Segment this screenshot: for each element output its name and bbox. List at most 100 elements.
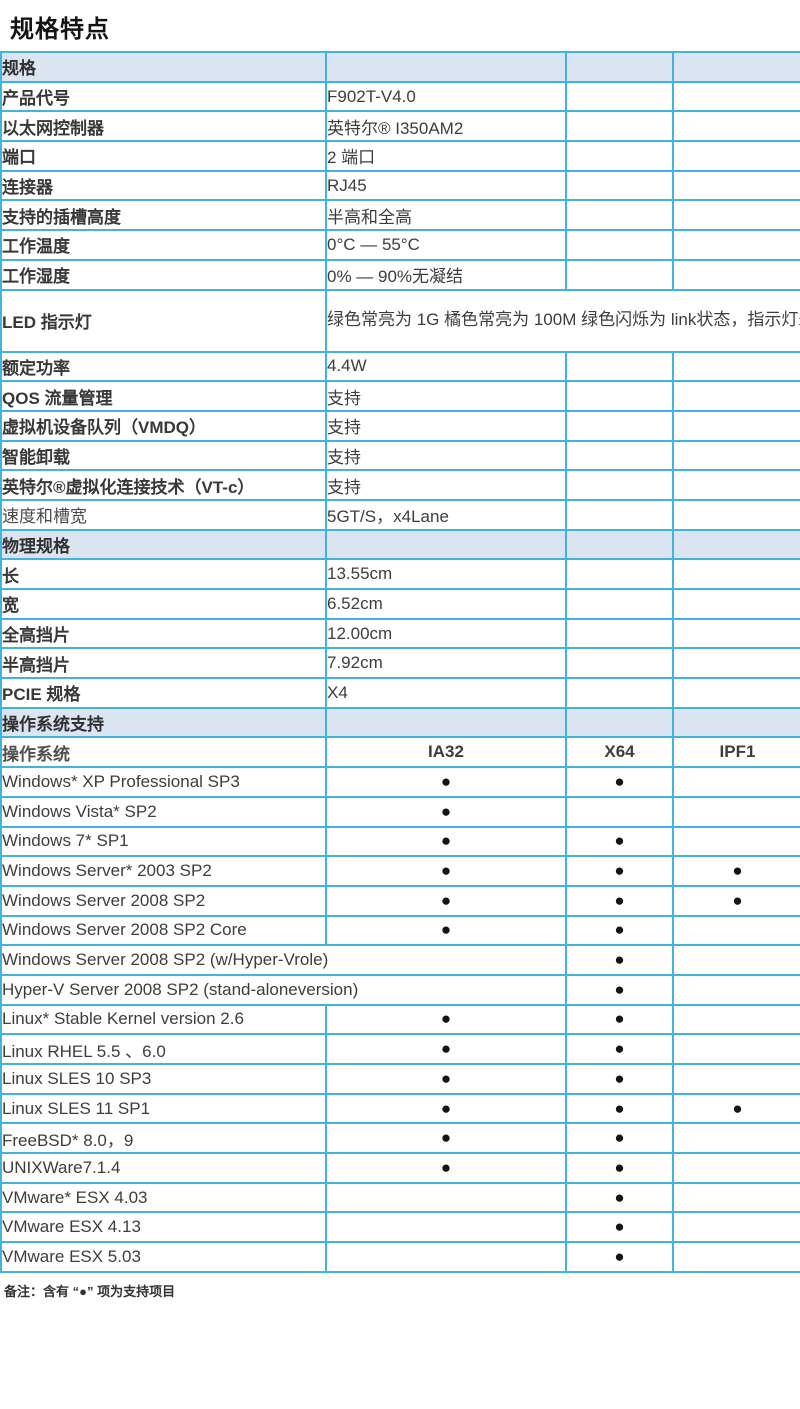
os-name-cell: Hyper-V Server 2008 SP2 (stand-alonevers… (0, 973, 567, 1006)
spec-value-cell: 支持 (325, 469, 567, 501)
os-support-cell: ● (565, 1092, 674, 1125)
os-name-cell: Linux RHEL 5.5 、6.0 (0, 1033, 327, 1065)
os-support-cell: ● (565, 1033, 674, 1065)
empty-cell (565, 617, 674, 650)
spec-label-cell: 端口 (0, 140, 327, 172)
os-support-cell (672, 1241, 800, 1273)
section-title-cell: 物理规格 (0, 528, 327, 561)
footer-note: 备注：含有 “●” 项为支持项目 (4, 1283, 176, 1299)
spec-row: 产品代号 F902T-V4.0 (0, 80, 800, 113)
os-support-cell: ● (565, 1241, 674, 1273)
os-support-cell: ● (565, 1063, 674, 1095)
arch-column-header: X64 (565, 736, 674, 769)
spec-label-cell: 速度和槽宽 (0, 498, 327, 531)
os-row: Windows Server* 2003 SP2 ● ● ● (0, 855, 800, 887)
os-support-cell: ● (325, 795, 567, 828)
os-support-cell: ● (325, 825, 567, 858)
spec-row: 额定功率 4.4W (0, 350, 800, 383)
spec-row: 全高挡片 12.00cm (0, 617, 800, 650)
os-row: VMware ESX 5.03 ● (0, 1241, 800, 1273)
spec-label-cell: 支持的插槽高度 (0, 199, 327, 232)
empty-cell (672, 528, 800, 561)
spec-value-cell: 0°C — 55°C (325, 229, 567, 261)
os-support-cell (672, 1033, 800, 1065)
os-support-cell (672, 973, 800, 1006)
spec-row: PCIE 规格 X4 (0, 677, 800, 709)
spec-label-cell: 虚拟机设备队列（VMDQ） (0, 409, 327, 442)
os-row: Linux SLES 11 SP1 ● ● ● (0, 1092, 800, 1125)
spec-row: 宽 6.52cm (0, 588, 800, 620)
empty-cell (672, 140, 800, 172)
os-row: Linux RHEL 5.5 、6.0 ● ● (0, 1033, 800, 1065)
section-header-row: 物理规格 (0, 528, 800, 561)
spec-row: 智能卸载 支持 (0, 439, 800, 472)
os-name-cell: Windows Server 2008 SP2 Core (0, 914, 327, 947)
empty-cell (672, 558, 800, 590)
spec-value-cell: 2 端口 (325, 140, 567, 172)
os-name-cell: Windows Vista* SP2 (0, 795, 327, 828)
empty-cell (565, 528, 674, 561)
section-header-row: 操作系统支持 (0, 706, 800, 739)
os-row: Windows* XP Professional SP3 ● ● (0, 766, 800, 798)
empty-cell (672, 51, 800, 83)
os-name-cell: Windows Server 2008 SP2 (w/Hyper-Vrole) (0, 944, 567, 976)
os-name-cell: VMware ESX 5.03 (0, 1241, 327, 1273)
os-support-cell (672, 1122, 800, 1155)
empty-cell (325, 51, 567, 83)
spec-label-cell: 工作温度 (0, 229, 327, 261)
empty-cell (672, 350, 800, 383)
spec-label-cell: 全高挡片 (0, 617, 327, 650)
empty-cell (672, 199, 800, 232)
os-support-cell: ● (565, 914, 674, 947)
spec-value-cell: 半高和全高 (325, 199, 567, 232)
os-support-cell: ● (565, 766, 674, 798)
os-support-cell (325, 1241, 567, 1273)
arch-column-header: IA32 (325, 736, 567, 769)
os-support-cell: ● (325, 1003, 567, 1036)
os-support-cell: ● (565, 1181, 674, 1214)
spec-value-cell: 支持 (325, 439, 567, 472)
spec-row: QOS 流量管理 支持 (0, 380, 800, 412)
empty-cell (672, 258, 800, 291)
spec-label-cell: LED 指示灯 (0, 288, 327, 353)
os-row: VMware* ESX 4.03 ● (0, 1181, 800, 1214)
empty-cell (565, 199, 674, 232)
spec-value-cell: 英特尔® I350AM2 (325, 110, 567, 143)
os-support-cell (672, 1003, 800, 1036)
empty-cell (672, 380, 800, 412)
spec-label-cell: 连接器 (0, 169, 327, 202)
empty-cell (672, 110, 800, 143)
empty-cell (325, 528, 567, 561)
empty-cell (672, 229, 800, 261)
spec-label-cell: 宽 (0, 588, 327, 620)
os-support-cell: ● (672, 884, 800, 917)
os-row-wide: Windows Server 2008 SP2 (w/Hyper-Vrole) ● (0, 944, 800, 976)
empty-cell (565, 229, 674, 261)
os-support-cell (565, 795, 674, 828)
empty-cell (565, 110, 674, 143)
spec-row: 支持的插槽高度 半高和全高 (0, 199, 800, 232)
empty-cell (672, 169, 800, 202)
os-row: Linux* Stable Kernel version 2.6 ● ● (0, 1003, 800, 1036)
empty-cell (565, 169, 674, 202)
spec-value-cell: 5GT/S，x4Lane (325, 498, 567, 531)
os-row-wide: Hyper-V Server 2008 SP2 (stand-alonevers… (0, 973, 800, 1006)
os-support-cell: ● (565, 1152, 674, 1184)
spec-row: 以太网控制器 英特尔® I350AM2 (0, 110, 800, 143)
os-support-cell (672, 795, 800, 828)
spec-row: 连接器 RJ45 (0, 169, 800, 202)
os-support-cell: ● (325, 1033, 567, 1065)
os-name-cell: UNIXWare7.1.4 (0, 1152, 327, 1184)
os-support-cell: ● (565, 944, 674, 976)
spec-label-cell: QOS 流量管理 (0, 380, 327, 412)
os-matrix-header-row: 操作系统 IA32 X64 IPF1 (0, 736, 800, 769)
os-row: Windows 7* SP1 ● ● (0, 825, 800, 858)
empty-cell (672, 588, 800, 620)
spec-row: 英特尔®虚拟化连接技术（VT-c） 支持 (0, 469, 800, 501)
os-support-cell (672, 825, 800, 858)
os-support-cell: ● (565, 1122, 674, 1155)
section-header-row: 规格 (0, 51, 800, 83)
os-support-cell: ● (672, 1092, 800, 1125)
spec-row-multiline: LED 指示灯 绿色常亮为 1G 橘色常亮为 100M 绿色闪烁为 link状态，… (0, 288, 800, 353)
empty-cell (565, 439, 674, 472)
